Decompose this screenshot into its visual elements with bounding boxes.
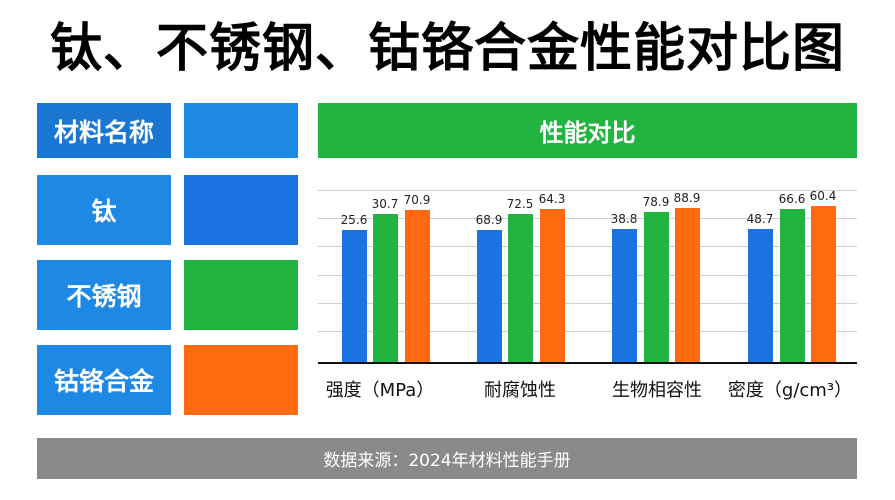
value-label: 25.6 (340, 213, 368, 227)
gridline (318, 246, 857, 247)
source-footer: 数据来源：2024年材料性能手册 (37, 438, 857, 479)
value-label: 30.7 (371, 197, 399, 211)
bar-cocr-strength (405, 210, 430, 363)
legend-header-label: 材料名称 (37, 103, 171, 158)
value-label: 48.7 (746, 212, 774, 226)
legend-swatch-cocr (184, 345, 298, 415)
value-label: 70.9 (403, 193, 431, 207)
value-label: 72.5 (506, 197, 534, 211)
bar-stainless-corrosion (508, 214, 533, 363)
bar-cocr-corrosion (540, 209, 565, 363)
bar-titanium-biocompat (612, 229, 637, 363)
legend-label-cocr: 钴铬合金 (37, 345, 171, 415)
legend-swatch-titanium (184, 175, 298, 245)
gridline (318, 331, 857, 332)
chart-header: 性能对比 (318, 103, 857, 158)
category-label-biocompat: 生物相容性 (612, 380, 702, 401)
bar-stainless-biocompat (644, 212, 669, 363)
category-label-corrosion: 耐腐蚀性 (484, 380, 556, 401)
x-axis-line (318, 362, 857, 364)
legend-label-stainless: 不锈钢 (37, 260, 171, 330)
bar-titanium-density (748, 229, 773, 363)
value-label: 88.9 (673, 191, 701, 205)
bar-stainless-strength (373, 214, 398, 363)
bar-titanium-strength (342, 230, 367, 363)
bar-cocr-biocompat (675, 208, 700, 363)
legend-header-swatch (184, 103, 298, 158)
category-label-strength: 强度（MPa） (325, 380, 435, 401)
value-label: 66.6 (778, 192, 806, 206)
value-label: 38.8 (610, 212, 638, 226)
gridline (318, 303, 857, 304)
value-label: 78.9 (642, 195, 670, 209)
bar-stainless-density (780, 209, 805, 363)
legend-swatch-stainless (184, 260, 298, 330)
gridline (318, 275, 857, 276)
gridline (318, 190, 857, 191)
value-label: 68.9 (475, 213, 503, 227)
value-label: 64.3 (538, 192, 566, 206)
page-title: 钛、不锈钢、钴铬合金性能对比图 (49, 19, 845, 79)
bar-cocr-density (811, 206, 836, 363)
category-label-density: 密度（g/cm³） (727, 380, 853, 401)
bar-chart-plot: 25.6 30.7 70.9 68.9 72.5 64.3 38.8 78.9 … (318, 180, 857, 364)
bar-titanium-corrosion (477, 230, 502, 363)
gridline (318, 218, 857, 219)
legend-label-titanium: 钛 (37, 175, 171, 245)
value-label: 60.4 (809, 189, 837, 203)
